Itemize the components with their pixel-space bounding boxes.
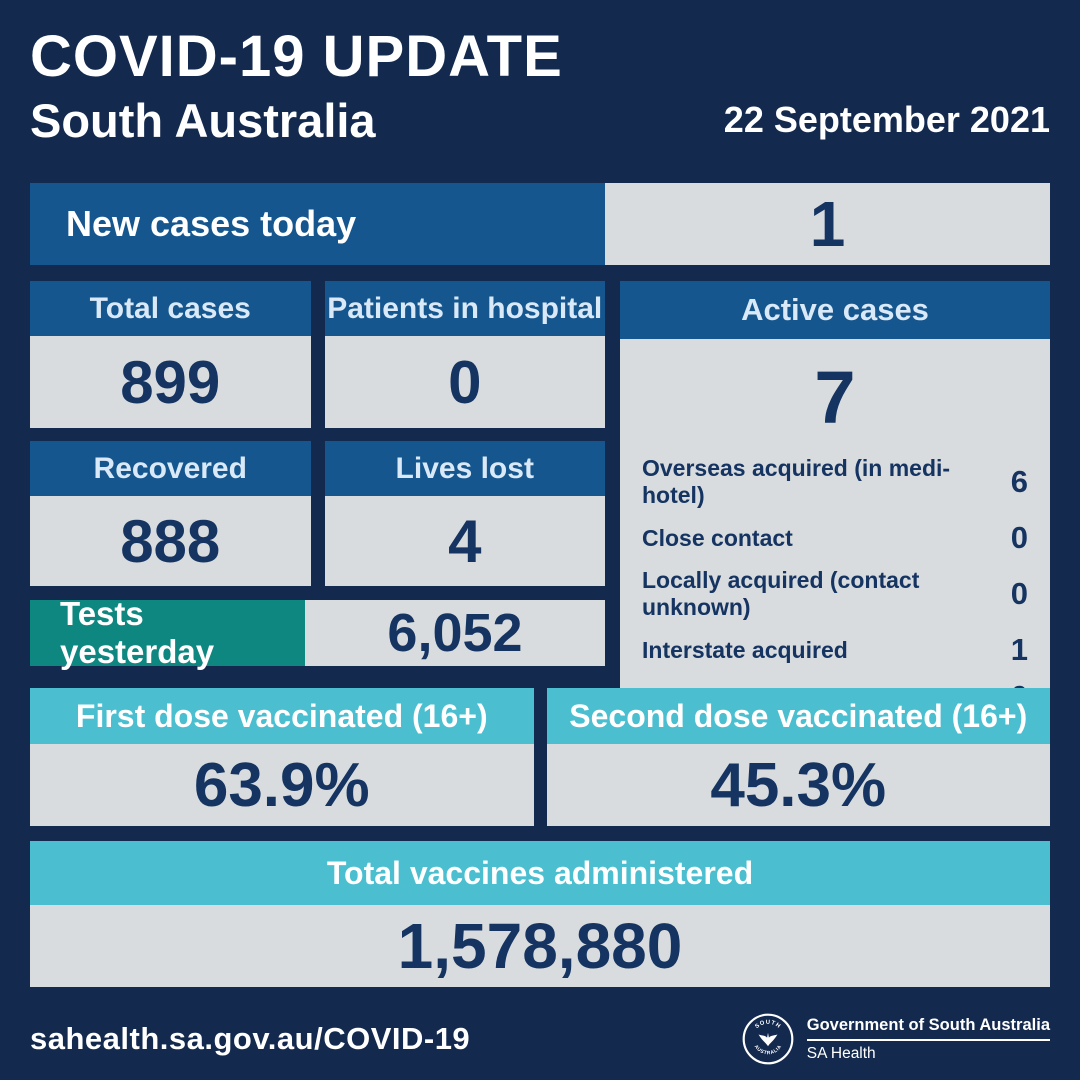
badge-top-text: SOUTH (754, 1020, 781, 1030)
logo-title: Government of South Australia (806, 1016, 1050, 1041)
breakdown-row-interstate: Interstate acquired 1 (642, 632, 1028, 668)
new-cases-value: 1 (605, 183, 1050, 266)
total-vaccines-value: 1,578,880 (30, 905, 1050, 988)
tests-yesterday-value: 6,052 (305, 600, 605, 667)
breakdown-label: Locally acquired (contact unknown) (642, 567, 920, 621)
tests-yesterday-row: Tests yesterday 6,052 (30, 595, 605, 670)
header-subrow: South Australia 22 September 2021 (30, 94, 1050, 147)
active-cases-breakdown: Overseas acquired (in medi-hotel) 6 Clos… (620, 455, 1050, 726)
breakdown-label: Close contact (642, 524, 793, 551)
total-cases-value: 899 (30, 336, 311, 429)
first-dose-value: 63.9% (30, 744, 534, 827)
recovered-label: Recovered (30, 441, 311, 497)
first-dose-label: First dose vaccinated (16+) (30, 688, 534, 745)
vaccination-row: First dose vaccinated (16+) 63.9% Second… (30, 688, 1050, 827)
breakdown-label: Overseas acquired (in medi-hotel) (642, 455, 951, 509)
page-subtitle: South Australia (30, 94, 376, 147)
breakdown-value: 1 (1010, 632, 1028, 668)
active-cases-panel: Active cases 7 Overseas acquired (in med… (620, 281, 1050, 727)
breakdown-value: 6 (1010, 464, 1028, 500)
total-vaccines-label: Total vaccines administered (30, 841, 1050, 906)
active-cases-body: 7 Overseas acquired (in medi-hotel) 6 Cl… (620, 339, 1050, 727)
first-dose-card: First dose vaccinated (16+) 63.9% (30, 688, 534, 827)
stat-row-2: Recovered 888 Lives lost 4 (30, 441, 605, 587)
patients-in-hospital-label: Patients in hospital (324, 281, 605, 337)
breakdown-row-local: Locally acquired (contact unknown) 0 (642, 567, 1028, 621)
second-dose-label: Second dose vaccinated (16+) (546, 688, 1050, 745)
second-dose-card: Second dose vaccinated (16+) 45.3% (546, 688, 1050, 827)
total-vaccines-card: Total vaccines administered 1,578,880 (30, 841, 1050, 988)
logo-subtitle: SA Health (806, 1044, 876, 1062)
breakdown-row-close-contact: Close contact 0 (642, 520, 1028, 556)
lives-lost-card: Lives lost 4 (324, 441, 605, 587)
new-cases-label: New cases today (30, 183, 605, 266)
piping-shrike-bird-icon (758, 1032, 778, 1047)
tests-yesterday-label: Tests yesterday (30, 595, 305, 670)
breakdown-value: 0 (1010, 520, 1028, 556)
recovered-value: 888 (30, 496, 311, 587)
sa-government-logo: SOUTH AUSTRALIA Government of South Aust… (741, 1012, 1050, 1066)
active-cases-label: Active cases (620, 281, 1050, 340)
new-cases-row: New cases today 1 (30, 183, 1050, 266)
second-dose-value: 45.3% (546, 744, 1050, 827)
total-cases-label: Total cases (30, 281, 311, 337)
breakdown-row-overseas: Overseas acquired (in medi-hotel) 6 (642, 455, 1028, 509)
footer: sahealth.sa.gov.au/COVID-19 SOUTH AUSTRA… (30, 1010, 1050, 1068)
website-url: sahealth.sa.gov.au/COVID-19 (30, 1021, 471, 1056)
lives-lost-value: 4 (324, 496, 605, 587)
left-column: Total cases 899 Patients in hospital 0 R… (30, 281, 605, 670)
sa-government-badge-icon: SOUTH AUSTRALIA (742, 1013, 794, 1065)
stat-row-1: Total cases 899 Patients in hospital 0 (30, 281, 605, 429)
page-title: COVID-19 UPDATE (30, 24, 563, 89)
total-cases-card: Total cases 899 (30, 281, 311, 429)
logo-text-block: Government of South Australia SA Health (806, 1016, 1050, 1063)
report-date: 22 September 2021 (723, 99, 1050, 141)
breakdown-label: Interstate acquired (642, 636, 848, 663)
lives-lost-label: Lives lost (324, 441, 605, 497)
mid-section: Total cases 899 Patients in hospital 0 R… (30, 281, 1050, 727)
active-cases-value: 7 (814, 356, 856, 440)
patients-in-hospital-card: Patients in hospital 0 (324, 281, 605, 429)
breakdown-value: 0 (1010, 576, 1028, 612)
patients-in-hospital-value: 0 (324, 336, 605, 429)
recovered-card: Recovered 888 (30, 441, 311, 587)
svg-text:SOUTH: SOUTH (754, 1020, 782, 1030)
